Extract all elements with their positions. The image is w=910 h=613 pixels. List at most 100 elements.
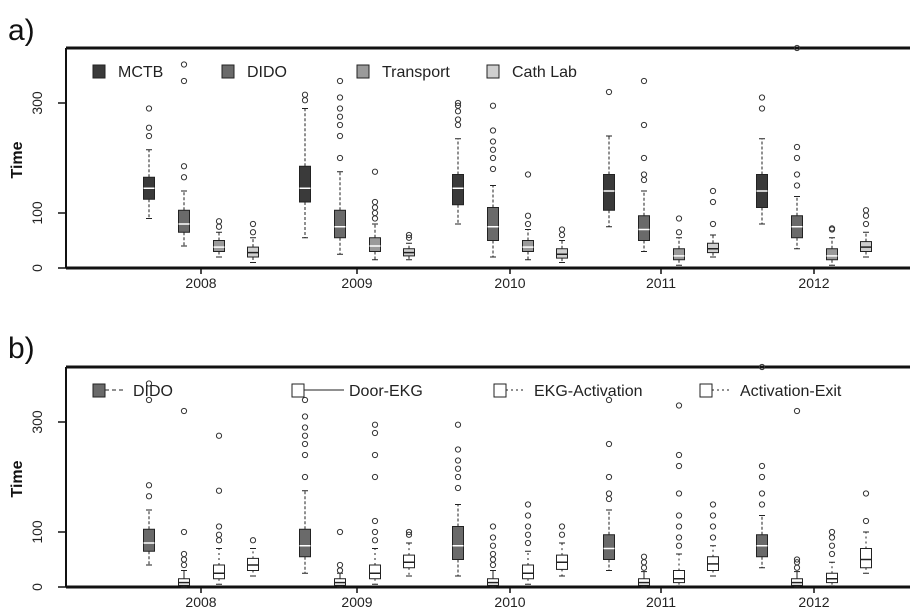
outlier-point <box>454 473 462 481</box>
outlier-point <box>862 220 870 228</box>
outlier-point <box>640 564 648 571</box>
outlier-point <box>336 132 344 140</box>
outlier-point <box>675 542 683 549</box>
chart-panel-2: b) 0 100 300 Time 2008 2009 2010 2011 2012 DIDO Doo… <box>8 332 910 610</box>
outlier-point <box>145 105 153 112</box>
box-door-ekg-2012 <box>791 407 803 588</box>
legend-swatch <box>699 383 713 398</box>
outlier-point <box>675 512 683 519</box>
outlier-point <box>336 77 344 85</box>
outlier-point <box>524 531 532 538</box>
outlier-point <box>709 220 717 228</box>
outlier-point <box>675 215 683 222</box>
outlier-point <box>454 457 462 464</box>
legend-item-dido: DIDO <box>221 64 287 81</box>
outlier-point <box>489 550 497 558</box>
box-mctb-2012 <box>756 94 768 225</box>
outlier-point <box>524 171 532 178</box>
x-tick-label-2008: 2008 <box>185 275 216 291</box>
outlier-point <box>793 44 801 52</box>
outlier-point <box>489 561 497 569</box>
x-tick-label-2009: 2009 <box>341 594 372 610</box>
outlier-point <box>558 226 566 233</box>
outlier-point <box>371 204 379 211</box>
outlier-point <box>489 138 497 145</box>
outlier-point <box>758 501 766 508</box>
legend-item-activation-exit: Activation-Exit <box>699 383 842 400</box>
outlier-point <box>758 105 766 112</box>
outlier-point <box>454 108 462 115</box>
box-dido-2008 <box>178 61 190 247</box>
outlier-point <box>215 487 223 494</box>
legend-label: EKG-Activation <box>534 383 642 400</box>
box-iqr <box>299 165 311 203</box>
outlier-point <box>371 528 379 536</box>
outlier-point <box>524 220 532 228</box>
box-iqr <box>487 207 499 241</box>
box-cath-lab-2012 <box>860 207 872 258</box>
outlier-point <box>640 121 648 129</box>
outlier-point <box>862 517 870 525</box>
outlier-point <box>454 102 462 109</box>
box-iqr <box>522 564 534 580</box>
outlier-point <box>489 534 497 541</box>
legend-label: Transport <box>382 64 450 81</box>
legend-swatch <box>493 383 507 398</box>
outlier-point <box>180 77 188 85</box>
box-activation-exit-2012 <box>860 490 872 574</box>
outlier-point <box>709 512 717 519</box>
outlier-point <box>336 561 344 569</box>
box-dido-2008 <box>143 380 155 566</box>
outlier-point <box>145 493 153 500</box>
outlier-point <box>675 451 683 459</box>
outlier-point <box>793 556 801 563</box>
outlier-point <box>675 523 683 530</box>
box-ekg-activation-2010 <box>522 501 534 585</box>
x-tick-label-2008: 2008 <box>185 594 216 610</box>
outlier-point <box>371 473 379 481</box>
outlier-point <box>489 165 497 173</box>
box-dido-2010 <box>452 421 464 577</box>
y-tick-label: 0 <box>29 264 45 272</box>
outlier-point <box>605 440 613 448</box>
box-iqr <box>522 240 534 252</box>
outlier-point <box>249 220 257 228</box>
outlier-point <box>489 556 497 563</box>
outlier-point <box>489 542 497 549</box>
box-iqr <box>452 174 464 206</box>
outlier-point <box>249 537 257 544</box>
box-iqr <box>826 572 838 584</box>
legend-swatch <box>486 64 500 79</box>
x-tick-label-2012: 2012 <box>798 594 829 610</box>
box-iqr <box>334 209 346 239</box>
legend-swatch <box>92 383 106 398</box>
outlier-point <box>828 542 836 549</box>
outlier-point <box>524 539 532 547</box>
outlier-point <box>336 567 344 574</box>
box-ekg-activation-2012 <box>826 528 838 587</box>
panel-label: a) <box>8 14 35 47</box>
outlier-point <box>180 556 188 563</box>
outlier-point <box>180 528 188 536</box>
legend-item-mctb: MCTB <box>92 64 163 81</box>
legend-swatch <box>291 383 305 398</box>
x-tick-label-2011: 2011 <box>646 594 676 610</box>
outlier-point <box>758 490 766 497</box>
legend-item-dido: DIDO <box>92 383 173 400</box>
outlier-point <box>793 171 801 178</box>
box-iqr <box>403 554 415 569</box>
box-transport-2009 <box>369 168 381 261</box>
outlier-point <box>793 143 801 151</box>
legend-label: MCTB <box>118 64 163 81</box>
box-iqr <box>178 209 190 233</box>
legend-item-transport: Transport <box>356 64 450 81</box>
box-mctb-2008 <box>143 105 155 219</box>
outlier-point <box>371 198 379 206</box>
outlier-point <box>605 473 613 481</box>
box-dido-2012 <box>756 363 768 569</box>
box-dido-2009 <box>299 396 311 574</box>
box-dido-2011 <box>638 77 650 252</box>
outlier-point <box>709 187 717 195</box>
box-activation-exit-2010 <box>556 523 568 577</box>
outlier-point <box>758 473 766 481</box>
